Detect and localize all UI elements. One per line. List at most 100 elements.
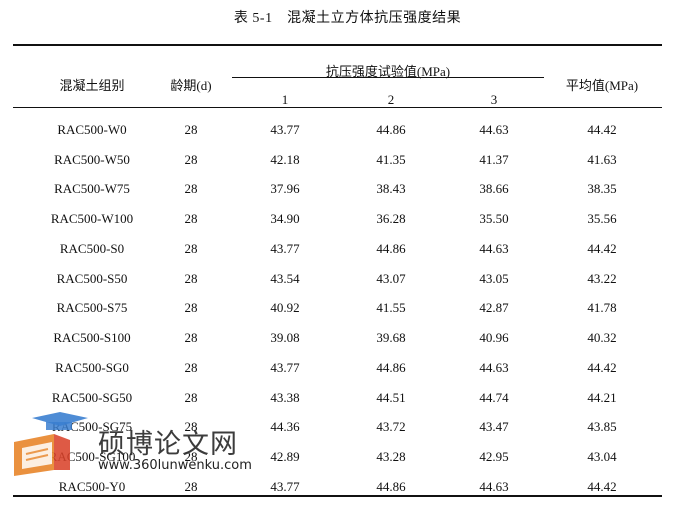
cell-trial-3: 43.05 — [479, 271, 509, 286]
watermark: 硕博论文网 www.360lunwenku.com — [10, 412, 270, 482]
cell-trial-2: 43.72 — [376, 419, 406, 434]
cell-trial-1: 34.90 — [270, 211, 300, 226]
cell-trial-2: 44.86 — [376, 360, 406, 375]
cell-age: 28 — [184, 241, 198, 256]
cell-group: RAC500-SG100 — [48, 449, 136, 464]
table-row: RAC500-S0 28 43.77 44.86 44.63 44.42 — [0, 233, 695, 263]
cell-trial-2: 44.86 — [376, 122, 406, 137]
cell-average: 44.42 — [587, 122, 617, 137]
cell-group: RAC500-W50 — [54, 152, 130, 167]
cell-trial-2: 43.28 — [376, 449, 406, 464]
cell-age: 28 — [184, 122, 198, 137]
cell-trial-1: 44.36 — [270, 419, 300, 434]
watermark-site-name: 硕博论文网 — [98, 429, 238, 460]
cell-trial-1: 43.77 — [270, 122, 300, 137]
cell-group: RAC500-W0 — [57, 122, 127, 137]
cell-trial-2: 44.86 — [376, 479, 406, 494]
cell-trial-1: 43.77 — [270, 360, 300, 375]
cell-average: 40.32 — [587, 330, 617, 345]
header-group-name: 混凝土组别 — [59, 78, 125, 93]
cell-trial-3: 41.37 — [479, 152, 509, 167]
cell-trial-1: 40.92 — [270, 300, 300, 315]
header-trial-3: 3 — [490, 92, 498, 107]
cell-average: 41.78 — [587, 300, 617, 315]
cell-group: RAC500-S75 — [56, 300, 128, 315]
cell-average: 38.35 — [587, 181, 617, 196]
cell-trial-2: 44.86 — [376, 241, 406, 256]
cell-average: 41.63 — [587, 152, 617, 167]
cell-trial-1: 43.38 — [270, 390, 300, 405]
top-rule — [13, 44, 662, 46]
cell-group: RAC500-SG50 — [51, 390, 133, 405]
cell-average: 44.21 — [587, 390, 617, 405]
header-trial-1: 1 — [281, 92, 289, 107]
table-row: RAC500-W50 28 42.18 41.35 41.37 41.63 — [0, 144, 695, 174]
cell-trial-1: 43.77 — [270, 479, 300, 494]
header-trial-2: 2 — [387, 92, 395, 107]
cell-trial-1: 42.89 — [270, 449, 300, 464]
cell-trial-2: 43.07 — [376, 271, 406, 286]
table-row: RAC500-SG50 28 43.38 44.51 44.74 44.21 — [0, 382, 695, 412]
cell-age: 28 — [184, 152, 198, 167]
bottom-rule — [13, 495, 662, 497]
cell-age: 28 — [184, 479, 198, 494]
cell-group: RAC500-SG0 — [55, 360, 129, 375]
cell-age: 28 — [184, 419, 198, 434]
header-average: 平均值(MPa) — [565, 78, 639, 93]
cell-trial-1: 37.96 — [270, 181, 300, 196]
cell-trial-3: 44.63 — [479, 479, 509, 494]
cell-trial-3: 44.63 — [479, 122, 509, 137]
table-row: RAC500-S50 28 43.54 43.07 43.05 43.22 — [0, 263, 695, 293]
cell-trial-1: 43.77 — [270, 241, 300, 256]
cell-average: 44.42 — [587, 241, 617, 256]
table-row: RAC500-S100 28 39.08 39.68 40.96 40.32 — [0, 322, 695, 352]
cell-group: RAC500-S0 — [59, 241, 125, 256]
table-row: RAC500-SG100 28 42.89 43.28 42.95 43.04 — [0, 441, 695, 471]
cell-trial-3: 38.66 — [479, 181, 509, 196]
cell-group: RAC500-Y0 — [58, 479, 126, 494]
cell-trial-2: 38.43 — [376, 181, 406, 196]
cell-age: 28 — [184, 300, 198, 315]
cell-trial-2: 36.28 — [376, 211, 406, 226]
cell-trial-3: 40.96 — [479, 330, 509, 345]
cell-trial-1: 39.08 — [270, 330, 300, 345]
cell-group: RAC500-W75 — [54, 181, 130, 196]
cell-trial-2: 41.55 — [376, 300, 406, 315]
table-row: RAC500-S75 28 40.92 41.55 42.87 41.78 — [0, 292, 695, 322]
group-header-rule — [232, 77, 544, 78]
cell-age: 28 — [184, 330, 198, 345]
cell-average: 43.22 — [587, 271, 617, 286]
cell-trial-2: 41.35 — [376, 152, 406, 167]
cell-trial-3: 43.47 — [479, 419, 509, 434]
table-row: RAC500-SG75 28 44.36 43.72 43.47 43.85 — [0, 411, 695, 441]
cell-average: 43.85 — [587, 419, 617, 434]
table-row: RAC500-W75 28 37.96 38.43 38.66 38.35 — [0, 173, 695, 203]
table-caption: 表 5-1 混凝土立方体抗压强度结果 — [233, 11, 462, 26]
table-row: RAC500-SG0 28 43.77 44.86 44.63 44.42 — [0, 352, 695, 382]
cell-trial-2: 39.68 — [376, 330, 406, 345]
cell-trial-3: 42.87 — [479, 300, 509, 315]
header-bottom-rule — [13, 107, 662, 108]
cell-trial-3: 44.63 — [479, 241, 509, 256]
table-row: RAC500-W0 28 43.77 44.86 44.63 44.42 — [0, 114, 695, 144]
watermark-url[interactable]: www.360lunwenku.com — [98, 458, 252, 473]
graduation-cap-book-icon — [14, 412, 88, 476]
cell-trial-3: 44.63 — [479, 360, 509, 375]
cell-age: 28 — [184, 211, 198, 226]
cell-trial-1: 42.18 — [270, 152, 300, 167]
cell-age: 28 — [184, 360, 198, 375]
cell-group: RAC500-W100 — [50, 211, 134, 226]
cell-trial-3: 44.74 — [479, 390, 509, 405]
table-row: RAC500-Y0 28 43.77 44.86 44.63 44.42 — [0, 471, 695, 501]
cell-group: RAC500-S100 — [53, 330, 131, 345]
cell-age: 28 — [184, 449, 198, 464]
cell-average: 44.42 — [587, 360, 617, 375]
cell-age: 28 — [184, 181, 198, 196]
cell-age: 28 — [184, 390, 198, 405]
cell-group: RAC500-S50 — [56, 271, 128, 286]
cell-trial-2: 44.51 — [376, 390, 406, 405]
cell-trial-3: 42.95 — [479, 449, 509, 464]
cell-age: 28 — [184, 271, 198, 286]
table-row: RAC500-W100 28 34.90 36.28 35.50 35.56 — [0, 203, 695, 233]
cell-average: 44.42 — [587, 479, 617, 494]
